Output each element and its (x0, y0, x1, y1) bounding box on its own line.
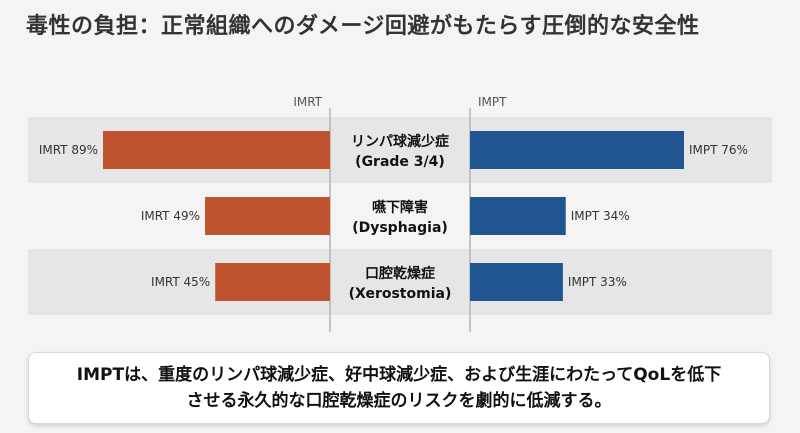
summary-callout: IMPTは、重度のリンパ球減少症、好中球減少症、および生涯にわたってQoLを低下… (28, 352, 770, 424)
category-sublabel: (Grade 3/4) (355, 154, 445, 170)
bar-imrt (215, 263, 330, 301)
column-header-impt: IMPT (478, 95, 507, 109)
bar-impt (470, 197, 566, 235)
summary-callout-text: IMPTは、重度のリンパ球減少症、好中球減少症、および生涯にわたってQoLを低下… (76, 365, 722, 411)
row-background (28, 249, 772, 315)
bar-imrt (205, 197, 330, 235)
bar-imrt (103, 131, 330, 169)
page-title: 毒性の負担：正常組織へのダメージ回避がもたらす圧倒的な安全性 (26, 14, 700, 39)
category-label: リンパ球減少症 (351, 133, 449, 150)
bar-label-impt: IMPT 76% (689, 143, 748, 157)
bar-label-impt: IMPT 33% (568, 275, 627, 289)
category-sublabel: (Xerostomia) (349, 286, 452, 302)
category-sublabel: (Dysphagia) (352, 220, 448, 236)
bar-label-imrt: IMRT 89% (39, 143, 98, 157)
bar-label-imrt: IMRT 49% (141, 209, 200, 223)
bar-impt (470, 263, 563, 301)
category-label: 口腔乾燥症 (365, 265, 435, 282)
category-label: 嚥下障害 (372, 199, 428, 216)
bar-impt (470, 131, 684, 169)
bar-label-impt: IMPT 34% (571, 209, 630, 223)
bar-label-imrt: IMRT 45% (151, 275, 210, 289)
column-header-imrt: IMRT (293, 95, 322, 109)
